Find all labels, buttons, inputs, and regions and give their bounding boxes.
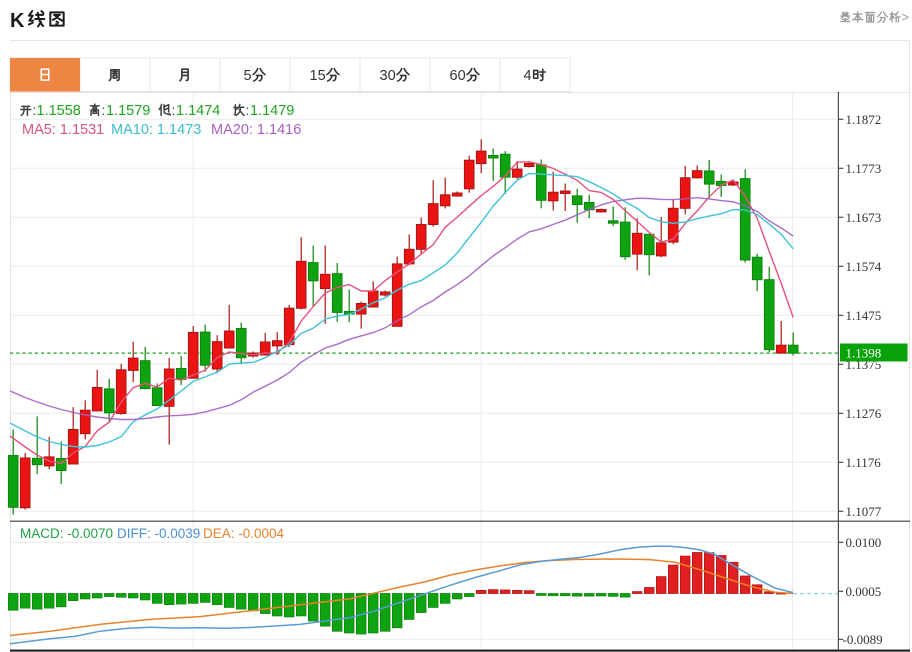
svg-text:DIFF: -0.0039: DIFF: -0.0039 (117, 526, 200, 541)
svg-text:1.1077: 1.1077 (846, 504, 882, 519)
svg-text:0.0005: 0.0005 (846, 584, 882, 599)
svg-text::: : (102, 102, 106, 118)
svg-text:60: 60 (450, 68, 466, 84)
svg-text:-0.0089: -0.0089 (843, 632, 883, 647)
svg-text:DEA: -0.0004: DEA: -0.0004 (203, 526, 285, 541)
svg-text:15: 15 (310, 68, 326, 84)
svg-text:1.1479: 1.1479 (250, 103, 294, 119)
svg-text:MA5: 1.1531: MA5: 1.1531 (22, 122, 104, 138)
svg-text:1.1474: 1.1474 (176, 103, 220, 119)
svg-text:4: 4 (524, 68, 532, 84)
svg-text:MA20: 1.1416: MA20: 1.1416 (211, 122, 301, 138)
svg-text::: : (33, 102, 37, 118)
svg-text::: : (172, 102, 176, 118)
svg-text:1.1872: 1.1872 (846, 112, 882, 127)
svg-text:>: > (902, 10, 910, 25)
svg-text:30: 30 (380, 68, 396, 84)
svg-text:1.1773: 1.1773 (846, 161, 882, 176)
svg-text:1.1475: 1.1475 (846, 308, 882, 323)
svg-text:1.1398: 1.1398 (846, 346, 882, 361)
svg-text:1.1276: 1.1276 (846, 406, 882, 421)
svg-text:5: 5 (244, 68, 252, 84)
svg-text:1.1574: 1.1574 (846, 259, 882, 274)
svg-text:MACD: -0.0070: MACD: -0.0070 (20, 526, 113, 541)
svg-text:0.0100: 0.0100 (846, 535, 882, 550)
svg-text:MA10: 1.1473: MA10: 1.1473 (111, 122, 201, 138)
svg-text:1.1579: 1.1579 (106, 103, 150, 119)
svg-text:K: K (10, 10, 25, 32)
svg-text:1.1673: 1.1673 (846, 210, 882, 225)
svg-text:1.1176: 1.1176 (846, 455, 882, 470)
svg-text::: : (246, 102, 250, 118)
svg-text:1.1558: 1.1558 (37, 103, 81, 119)
